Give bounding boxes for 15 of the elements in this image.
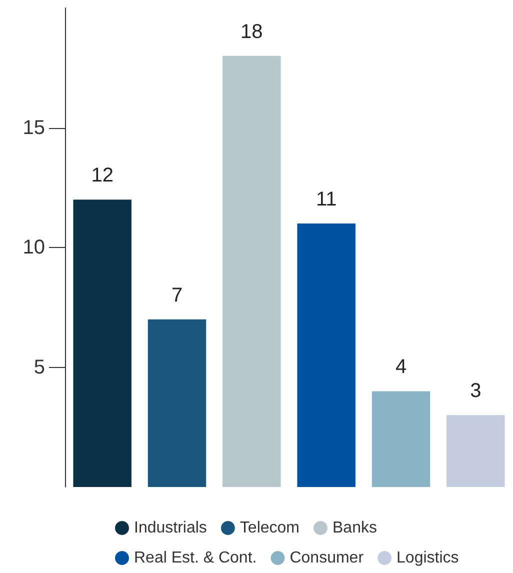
- legend-label: Banks: [332, 520, 377, 536]
- y-tick-label: 5: [34, 356, 45, 378]
- legend-label: Logistics: [396, 550, 459, 566]
- legend-label: Real Est. & Cont.: [134, 550, 257, 566]
- data-label: 18: [240, 20, 263, 43]
- legend-label: Telecom: [240, 520, 300, 536]
- data-label: 4: [395, 356, 407, 378]
- data-label: 7: [171, 284, 183, 306]
- legend-label: Consumer: [290, 550, 364, 566]
- data-label: 12: [91, 164, 114, 187]
- data-label: 3: [470, 380, 482, 402]
- y-tick-label: 15: [22, 116, 45, 139]
- y-tick-label: 10: [22, 236, 45, 258]
- data-label: 11: [316, 188, 337, 211]
- legend-label: Industrials: [134, 520, 207, 536]
